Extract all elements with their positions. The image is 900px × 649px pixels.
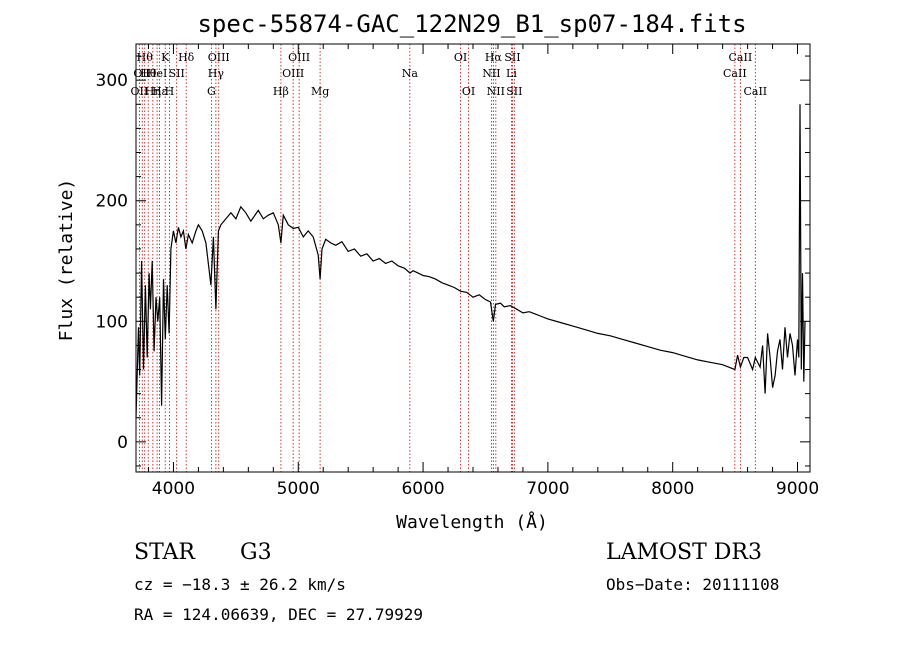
marker-label-2: Hθ: [137, 51, 154, 64]
y-tick-label-2: 200: [96, 192, 128, 212]
y-tick-label-3: 300: [96, 71, 128, 91]
marker-label-18: Na: [402, 67, 419, 80]
x-axis-label: Wavelength (Å): [396, 511, 548, 533]
x-tick-label-5: 9000: [776, 479, 819, 499]
marker-label-5: HeI: [147, 67, 167, 80]
x-tick-label-4: 8000: [651, 479, 694, 499]
object-class: STAR: [134, 540, 196, 565]
marker-label-8: H: [165, 85, 175, 98]
marker-label-10: Hδ: [178, 51, 195, 64]
marker-label-3: Hθ: [140, 67, 157, 80]
spectral-line-labels: OIIOIIHθHθHηHeIHεKHSIIHδGHγOIIIHβOIIIOII…: [131, 51, 768, 98]
marker-label-13: OIII: [208, 51, 230, 64]
marker-label-21: NII: [482, 67, 500, 80]
x-tick-label-0: 4000: [152, 479, 195, 499]
data-release: LAMOST DR3: [606, 540, 762, 565]
marker-label-12: Hγ: [208, 67, 225, 80]
y-tick-label-1: 100: [96, 312, 128, 332]
marker-label-11: G: [207, 85, 216, 98]
observation-date: Obs−Date: 20111108: [606, 575, 779, 594]
x-tick-label-3: 7000: [526, 479, 569, 499]
marker-label-26: Li: [506, 67, 517, 80]
marker-label-9: SII: [169, 67, 185, 80]
marker-label-28: CaII: [729, 51, 753, 64]
marker-label-14: Hβ: [273, 85, 289, 98]
y-axis-label: Flux (relative): [56, 179, 77, 342]
marker-label-7: K: [161, 51, 170, 64]
marker-label-19: OI: [454, 51, 467, 64]
marker-label-17: Mg: [311, 85, 329, 98]
marker-label-4: Hη: [145, 85, 161, 98]
marker-label-20: OI: [462, 85, 475, 98]
marker-label-15: OIII: [282, 67, 304, 80]
marker-label-16: OIII: [288, 51, 310, 64]
marker-label-24: SII: [504, 51, 520, 64]
marker-label-22: Hα: [485, 51, 503, 64]
marker-label-29: CaII: [743, 85, 767, 98]
marker-label-6: Hε: [152, 85, 168, 98]
spectral-subclass: G3: [240, 540, 272, 565]
marker-label-23: NII: [487, 85, 505, 98]
plot-frame: [135, 43, 811, 473]
marker-label-25: SII: [506, 85, 522, 98]
redshift-cz: cz = −18.3 ± 26.2 km/s: [134, 575, 346, 594]
axis-ticks: 4000 5000 6000 7000 8000 9000 0 100 200 300: [96, 44, 819, 499]
flux-series-line: [135, 104, 806, 418]
marker-label-0: OII: [131, 85, 149, 98]
marker-label-1: OII: [133, 67, 151, 80]
coordinates: RA = 124.06639, DEC = 27.79929: [134, 605, 423, 624]
x-tick-label-2: 6000: [401, 479, 444, 499]
chart-title: spec-55874-GAC_122N29_B1_sp07-184.fits: [197, 10, 746, 38]
spectral-line-markers: [138, 44, 756, 472]
marker-label-27: CaII: [723, 67, 747, 80]
y-tick-label-0: 0: [117, 433, 128, 453]
x-tick-label-1: 5000: [277, 479, 320, 499]
